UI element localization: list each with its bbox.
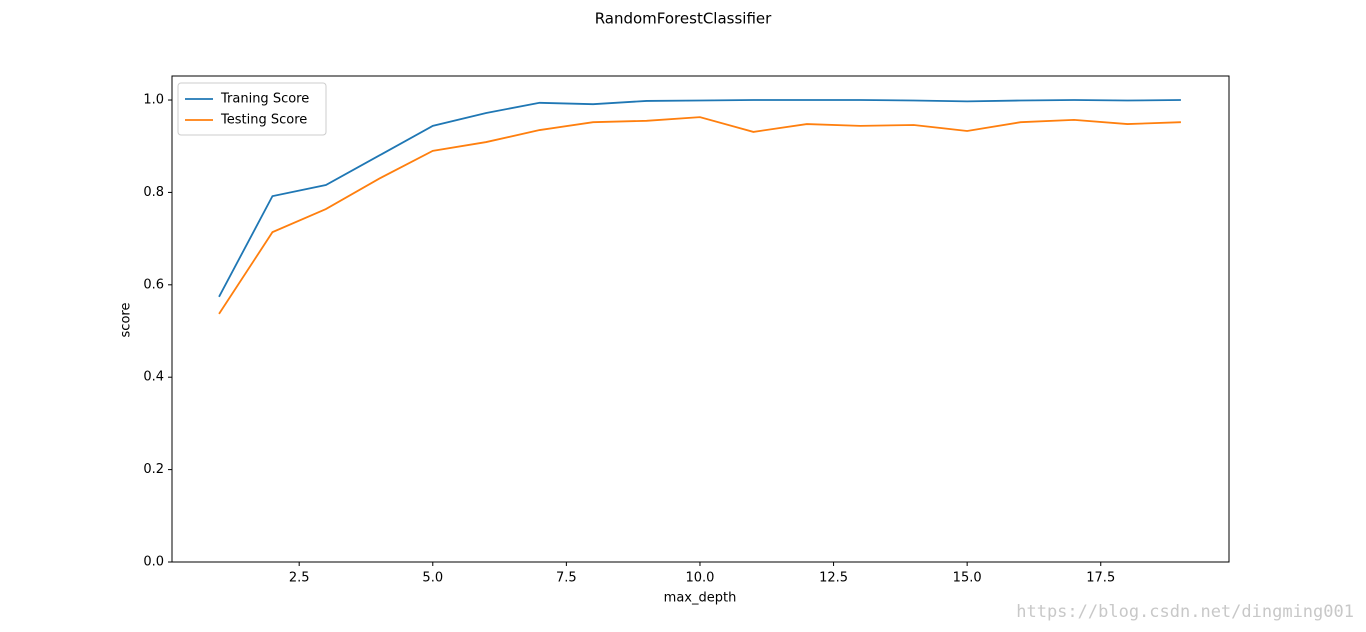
series-line bbox=[218, 99, 1181, 298]
y-axis-label: score bbox=[119, 303, 134, 338]
x-axis-label: max_depth bbox=[664, 591, 737, 606]
y-tick-label: 0.2 bbox=[143, 462, 164, 477]
y-tick-label: 0.8 bbox=[143, 185, 164, 200]
y-tick-label: 0.4 bbox=[143, 370, 164, 385]
y-tick-label: 0.0 bbox=[143, 555, 164, 570]
x-tick-label: 5.0 bbox=[422, 571, 443, 586]
legend-label: Testing Score bbox=[220, 113, 307, 128]
series-line bbox=[218, 116, 1181, 315]
plot-frame bbox=[171, 75, 1230, 563]
y-tick-label: 0.6 bbox=[143, 277, 164, 292]
x-tick-label: 2.5 bbox=[289, 571, 310, 586]
x-tick-label: 15.0 bbox=[953, 571, 982, 586]
chart-title: RandomForestClassifier bbox=[595, 10, 772, 28]
x-tick-label: 10.0 bbox=[685, 571, 714, 586]
x-tick-label: 17.5 bbox=[1086, 571, 1115, 586]
x-tick-label: 12.5 bbox=[819, 571, 848, 586]
legend-box bbox=[177, 82, 327, 136]
x-tick-label: 7.5 bbox=[556, 571, 577, 586]
watermark: https://blog.csdn.net/dingming001 bbox=[1016, 602, 1354, 622]
legend-label: Traning Score bbox=[220, 92, 309, 107]
y-tick-label: 1.0 bbox=[143, 93, 164, 108]
